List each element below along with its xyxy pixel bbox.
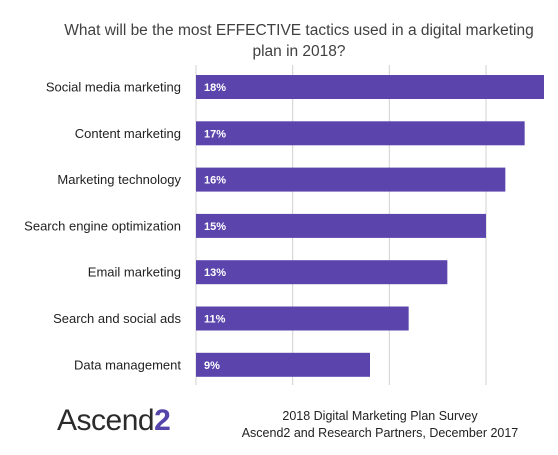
value-label: 9% [204,360,220,372]
ascend2-logo: Ascend2 [57,404,171,438]
value-label: 18% [204,82,226,94]
source-note: 2018 Digital Marketing Plan Survey Ascen… [230,408,530,442]
value-label: 11% [204,314,226,326]
bar [196,167,506,192]
value-label: 13% [204,267,226,279]
bar [196,260,448,285]
bars [196,75,544,377]
category-label: Email marketing [88,265,181,280]
category-label: Data management [74,357,181,372]
value-label: 15% [204,221,226,233]
logo-text: Ascend [57,404,155,437]
category-label: Search engine optimization [24,218,181,233]
bar [196,352,370,377]
bar-chart: Social media marketing Content marketing M… [24,65,544,385]
bar [196,121,525,146]
chart-title: What will be the most EFFECTIVE tactics … [64,22,534,60]
bar [196,75,544,99]
category-labels: Social media marketing Content marketing M… [24,80,181,373]
bar [196,213,486,238]
category-label: Search and social ads [53,311,181,326]
source-line-1: 2018 Digital Marketing Plan Survey [282,409,478,423]
bar [196,306,409,331]
logo-suffix: 2 [154,404,171,437]
value-label: 16% [204,175,226,187]
value-label: 17% [204,128,226,140]
source-line-2: Ascend2 and Research Partners, December … [241,426,519,440]
category-label: Marketing technology [57,172,181,187]
value-labels: 18% 17% 16% 15% 13% 11% 9% [204,82,226,372]
category-label: Social media marketing [46,80,181,95]
category-label: Content marketing [75,126,181,141]
